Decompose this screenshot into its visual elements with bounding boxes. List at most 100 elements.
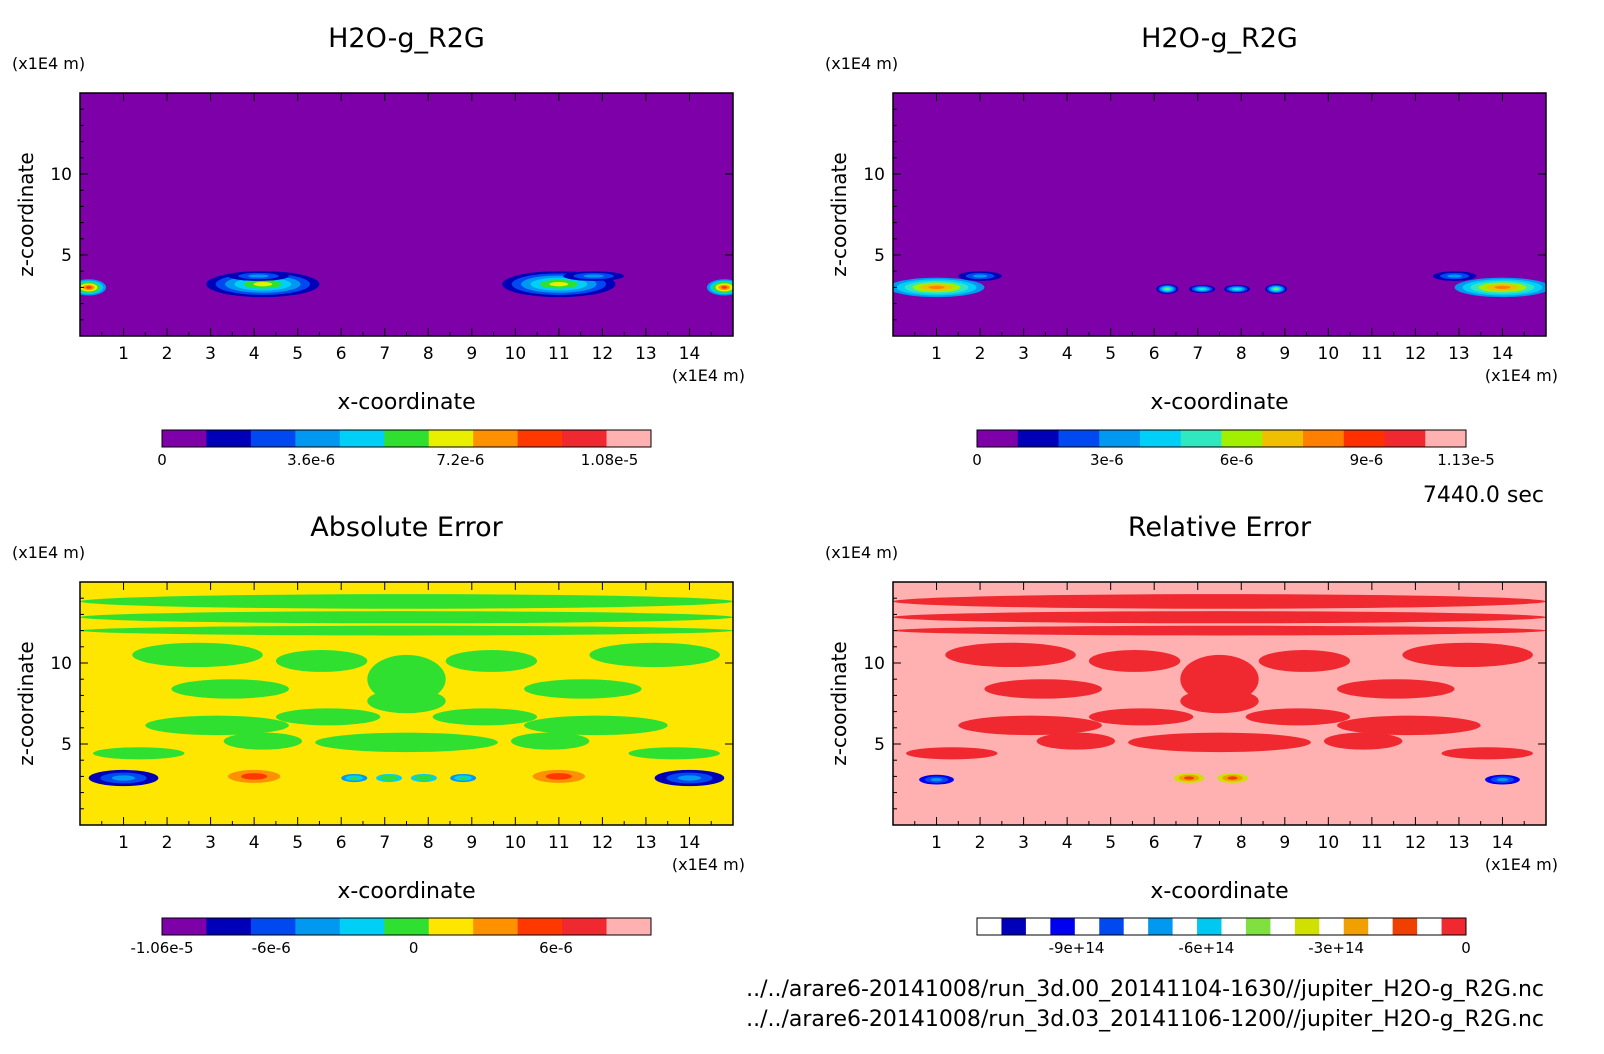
x-tick-label: 9	[466, 344, 477, 364]
x-tick-label: 6	[1149, 344, 1160, 364]
colorbar-swatch	[384, 430, 430, 447]
x-tick-label: 7	[1192, 833, 1203, 853]
y-unit-label: (x1E4 m)	[825, 543, 898, 562]
colorbar-label: -9e+14	[1049, 939, 1105, 957]
colorbar-swatch	[162, 430, 207, 447]
contour-region	[893, 594, 1546, 609]
contour-blob	[241, 773, 268, 780]
contour-region	[906, 747, 998, 760]
contour-blob	[1274, 288, 1278, 290]
x-tick-label: 14	[1492, 833, 1514, 853]
contour-region	[80, 594, 733, 609]
colorbar-frame	[161, 429, 652, 448]
colorbar: 0 3e-6 6e-6 9e-6 1.13e-5	[972, 429, 1495, 469]
panel-title: H2O-g_R2G	[1141, 23, 1298, 54]
colorbar-label: 0	[409, 939, 419, 957]
x-tick-label: 7	[379, 833, 390, 853]
contour-region	[1441, 747, 1533, 760]
colorbar-swatch	[1384, 430, 1426, 447]
y-tick-label: 10	[863, 165, 885, 185]
x-tick-label: 8	[1236, 344, 1247, 364]
colorbar-label: 0	[972, 451, 982, 469]
contour-region	[589, 642, 720, 668]
colorbar-swatch	[562, 918, 608, 935]
y-unit-label: (x1E4 m)	[825, 54, 898, 73]
colorbar-swatch	[1017, 430, 1059, 447]
contour-region	[510, 732, 590, 750]
contour-region	[171, 679, 289, 699]
colorbar-label: 0	[1461, 939, 1471, 957]
x-tick-label: 6	[336, 344, 347, 364]
contour-blob	[930, 778, 943, 782]
colorbar-swatch	[473, 430, 519, 447]
colorbar-swatch	[1180, 430, 1222, 447]
x-tick-label: 13	[1448, 344, 1470, 364]
contour-region	[945, 642, 1076, 668]
x-tick-label: 6	[1149, 833, 1160, 853]
panel-3: Absolute Error(x1E4 m)1 2 3 4 5 6 7 8 9 10 11 12 13 1…	[12, 512, 745, 957]
colorbar-swatch	[339, 430, 385, 447]
colorbar-label: -1.06e-5	[131, 939, 194, 957]
colorbar-swatch	[1262, 430, 1304, 447]
x-tick-label: 5	[1105, 833, 1116, 853]
x-tick-label: 11	[548, 833, 570, 853]
contour-blob	[545, 773, 572, 780]
panel-1: H2O-g_R2G(x1E4 m)1 2 3 4 5 6 7 8 9 10 11 12 13 14510(…	[12, 23, 745, 469]
colorbar-swatch	[206, 430, 252, 447]
x-tick-label: 14	[679, 344, 701, 364]
colorbar-label: 1.13e-5	[1437, 451, 1495, 469]
contour-blob	[111, 775, 136, 781]
contour-blob	[349, 776, 359, 780]
x-tick-label: 6	[336, 833, 347, 853]
contour-blob	[1496, 778, 1509, 782]
x-tick-label: 9	[1279, 344, 1290, 364]
x-tick-label: 7	[1192, 344, 1203, 364]
colorbar-swatch	[1441, 918, 1467, 935]
colorbar-swatch	[1368, 918, 1394, 935]
colorbar-swatch	[1392, 918, 1418, 935]
contour-blob	[677, 775, 702, 781]
contour-region	[1128, 732, 1311, 753]
x-unit-label: (x1E4 m)	[1485, 366, 1558, 385]
contour-region	[524, 679, 642, 699]
colorbar-swatch	[1140, 430, 1182, 447]
x-tick-label: 5	[292, 344, 303, 364]
contour-blob	[1183, 776, 1195, 780]
x-tick-label: 12	[592, 833, 614, 853]
y-tick-label: 10	[863, 654, 885, 674]
contour-blob	[1165, 288, 1170, 290]
x-tick-label: 2	[975, 833, 986, 853]
contour-region	[984, 679, 1102, 699]
colorbar-swatch	[1303, 430, 1345, 447]
colorbar-swatch	[428, 918, 474, 935]
y-tick-label: 5	[874, 246, 885, 266]
contour-region	[432, 708, 538, 726]
colorbar-swatch	[1123, 918, 1149, 935]
contour-region	[445, 650, 538, 672]
contour-blob	[458, 776, 468, 780]
contour-blob	[1199, 288, 1205, 290]
contour-blob	[85, 286, 92, 289]
contour-region	[1088, 708, 1194, 726]
x-tick-label: 10	[505, 344, 527, 364]
x-tick-label: 13	[1448, 833, 1470, 853]
x-axis-label: x-coordinate	[337, 390, 475, 415]
x-tick-label: 9	[466, 833, 477, 853]
y-axis-label: z-coordinate	[827, 641, 851, 765]
colorbar-swatch	[1245, 918, 1271, 935]
contour-region	[80, 611, 733, 624]
colorbar-swatch	[384, 918, 430, 935]
x-tick-label: 3	[205, 344, 216, 364]
x-tick-label: 14	[1492, 344, 1514, 364]
colorbar-swatch	[562, 430, 608, 447]
x-tick-label: 2	[975, 344, 986, 364]
x-tick-label: 13	[635, 344, 657, 364]
contour-blob	[549, 282, 569, 287]
colorbar-swatch	[162, 918, 207, 935]
contour-region	[893, 611, 1546, 624]
colorbar-swatch	[1050, 918, 1076, 935]
contour-blob	[972, 274, 988, 278]
contour-region	[1402, 642, 1533, 668]
y-tick-label: 10	[50, 165, 72, 185]
contour-region	[1323, 732, 1403, 750]
